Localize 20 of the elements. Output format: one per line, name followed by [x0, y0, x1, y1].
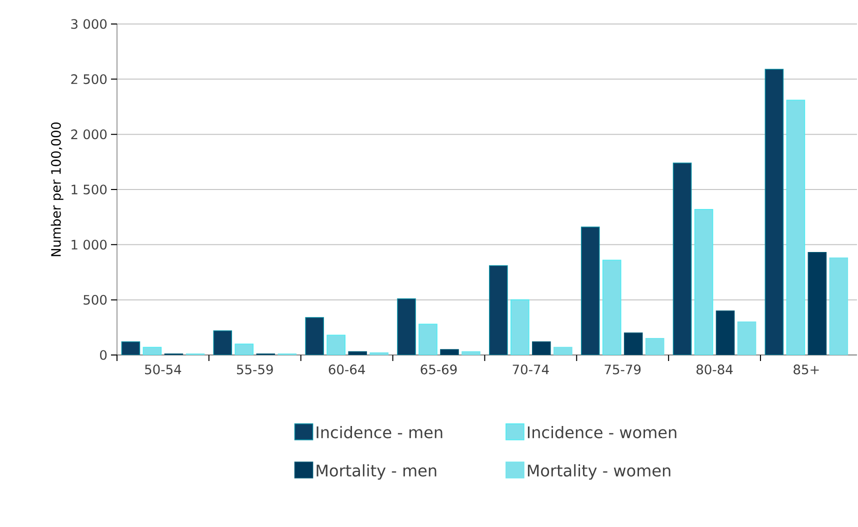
legend-label: Incidence - men	[316, 426, 442, 438]
y-tick-label: 500	[84, 294, 107, 305]
x-tick-label: 75-79	[604, 364, 641, 374]
legend-label: Mortality - women	[528, 464, 670, 480]
legend-label: Incidence - women	[528, 426, 676, 438]
x-tick-label: 60-64	[328, 364, 365, 374]
x-tick-label: 70-74	[512, 364, 549, 374]
y-tick-label: 3 000	[71, 19, 107, 29]
y-tick-label: 0	[100, 350, 107, 360]
y-tick-label: 1 500	[72, 184, 107, 194]
y-tick-label: 1 000	[72, 240, 107, 250]
x-tick-label: 65-69	[420, 364, 457, 374]
x-tick-label: 80-84	[696, 364, 733, 374]
y-tick-label: 2 500	[71, 74, 107, 84]
y-axis-title: Number per 100,000	[50, 122, 64, 256]
x-tick-label: 85+	[794, 364, 819, 374]
x-tick-label: 50-54	[145, 364, 182, 374]
x-tick-label: 55-59	[237, 364, 273, 374]
legend-label: Mortality - men	[316, 464, 436, 480]
y-tick-label: 2 000	[71, 129, 107, 140]
